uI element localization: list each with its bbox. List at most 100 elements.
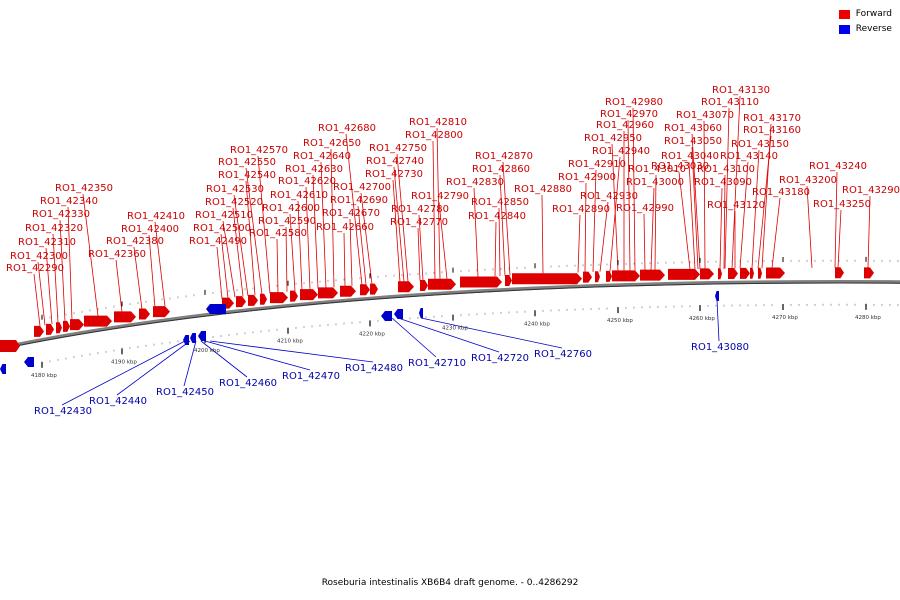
- gene-label-ro1-42830: RO1_42830: [446, 177, 504, 188]
- forward-leader-line: [650, 187, 655, 271]
- forward-gene-arrow: [668, 268, 700, 280]
- legend-forward: Forward: [838, 9, 892, 19]
- gene-label-ro1-43240: RO1_43240: [809, 161, 867, 172]
- gene-label-ro1-42410: RO1_42410: [127, 211, 185, 222]
- gene-label-ro1-42540: RO1_42540: [218, 170, 276, 181]
- gene-label-ro1-42940: RO1_42940: [592, 146, 650, 157]
- forward-leader-line: [82, 193, 99, 317]
- gene-label-ro1-42690: RO1_42690: [330, 195, 388, 206]
- gene-label-ro1-42970: RO1_42970: [600, 109, 658, 120]
- gene-label-ro1-42800: RO1_42800: [405, 130, 463, 141]
- gene-label-ro1-42890: RO1_42890: [552, 204, 610, 215]
- gene-label-ro1-42430: RO1_42430: [34, 406, 92, 417]
- forward-leader-line: [245, 180, 256, 296]
- forward-leader-line: [473, 187, 479, 278]
- forward-leader-line: [396, 153, 409, 282]
- forward-gene-arrow: [460, 276, 502, 288]
- gene-label-ro1-42500: RO1_42500: [193, 223, 251, 234]
- reverse-swatch: [838, 24, 850, 34]
- forward-gene-arrow: [318, 287, 338, 299]
- forward-leader-line: [312, 174, 319, 289]
- reverse-gene-arrow: [190, 333, 196, 343]
- forward-gene-arrow: [248, 294, 258, 306]
- forward-leader-line: [592, 169, 597, 272]
- reverse-leader-line: [61, 340, 186, 406]
- gene-label-ro1-42870: RO1_42870: [475, 151, 533, 162]
- gene-label-ro1-42460: RO1_42460: [219, 378, 277, 389]
- gene-label-ro1-42290: RO1_42290: [6, 263, 64, 274]
- forward-leader-line: [691, 133, 701, 270]
- forward-leader-line: [611, 143, 619, 272]
- tick-label: 4190 kbp: [111, 359, 137, 365]
- tick-label: 4210 kbp: [277, 339, 303, 345]
- tick-label: 4230 kbp: [442, 326, 468, 332]
- forward-gene-arrow: [236, 296, 246, 308]
- forward-gene-arrow: [84, 315, 112, 327]
- forward-gene-arrow: [758, 267, 762, 279]
- gene-label-ro1-42850: RO1_42850: [471, 197, 529, 208]
- legend-reverse: Reverse: [838, 24, 892, 34]
- forward-leader-line: [502, 161, 511, 276]
- reverse-leader-line: [420, 317, 563, 349]
- forward-leader-line: [115, 259, 123, 313]
- forward-leader-line: [357, 205, 367, 285]
- forward-leader-line: [349, 218, 353, 286]
- gene-label-ro1-42950: RO1_42950: [584, 133, 642, 144]
- forward-leader-line: [678, 171, 691, 270]
- forward-leader-line: [627, 119, 631, 271]
- forward-leader-line: [584, 182, 587, 273]
- reverse-gene-arrow: [715, 291, 719, 301]
- forward-leader-line: [245, 167, 263, 295]
- gene-label-ro1-43050: RO1_43050: [664, 136, 722, 147]
- gene-label-ro1-42610: RO1_42610: [270, 190, 328, 201]
- gene-label-ro1-43100: RO1_43100: [697, 164, 755, 175]
- forward-leader-line: [494, 221, 497, 277]
- forward-leader-line: [345, 133, 363, 286]
- forward-gene-arrow: [583, 271, 592, 283]
- gene-label-ro1-42700: RO1_42700: [333, 182, 391, 193]
- forward-leader-line: [438, 201, 448, 280]
- gene-label-ro1-43060: RO1_43060: [664, 123, 722, 134]
- gene-label-ro1-43180: RO1_43180: [752, 187, 810, 198]
- forward-gene-arrow: [260, 293, 267, 305]
- forward-leader-line: [330, 148, 335, 288]
- forward-leader-line: [257, 155, 271, 294]
- forward-gene-arrow: [153, 306, 170, 318]
- reverse-gene-arrow: [24, 357, 34, 367]
- gene-label-ro1-42730: RO1_42730: [365, 169, 423, 180]
- gene-label-ro1-42640: RO1_42640: [293, 151, 351, 162]
- forward-gene-arrow: [270, 292, 288, 304]
- forward-leader-line: [320, 161, 327, 289]
- legend: Forward Reverse: [838, 9, 892, 39]
- gene-label-ro1-42590: RO1_42590: [258, 216, 316, 227]
- reverse-gene-arrow: [381, 311, 392, 321]
- forward-gene-arrow: [612, 270, 640, 282]
- forward-leader-line: [37, 261, 46, 326]
- forward-leader-line: [276, 238, 279, 293]
- tick-label: 4270 kbp: [772, 315, 798, 321]
- gene-label-ro1-42490: RO1_42490: [189, 236, 247, 247]
- forward-gene-arrow: [139, 308, 150, 320]
- gene-label-ro1-42600: RO1_42600: [262, 203, 320, 214]
- gene-label-ro1-42340: RO1_42340: [40, 196, 98, 207]
- gene-label-ro1-42980: RO1_42980: [605, 97, 663, 108]
- gene-label-ro1-42630: RO1_42630: [285, 164, 343, 175]
- reverse-gene-arrow: [206, 304, 226, 314]
- forward-leader-line: [392, 179, 401, 283]
- reverse-leader-line: [397, 317, 500, 353]
- forward-leader-line: [417, 227, 421, 281]
- forward-leader-line: [599, 201, 609, 272]
- reverse-gene-arrow: [394, 309, 403, 319]
- forward-leader-line: [751, 149, 760, 269]
- forward-leader-line: [498, 207, 501, 276]
- forward-leader-line: [654, 174, 657, 271]
- reverse-leader-line: [204, 340, 311, 371]
- gene-label-ro1-42580: RO1_42580: [249, 228, 307, 239]
- forward-leader-line: [297, 200, 303, 291]
- forward-leader-line: [731, 95, 741, 269]
- forward-leader-line: [220, 233, 229, 299]
- forward-leader-line: [133, 246, 143, 310]
- gene-label-ro1-43040: RO1_43040: [661, 151, 719, 162]
- reverse-gene-arrow: [419, 308, 423, 318]
